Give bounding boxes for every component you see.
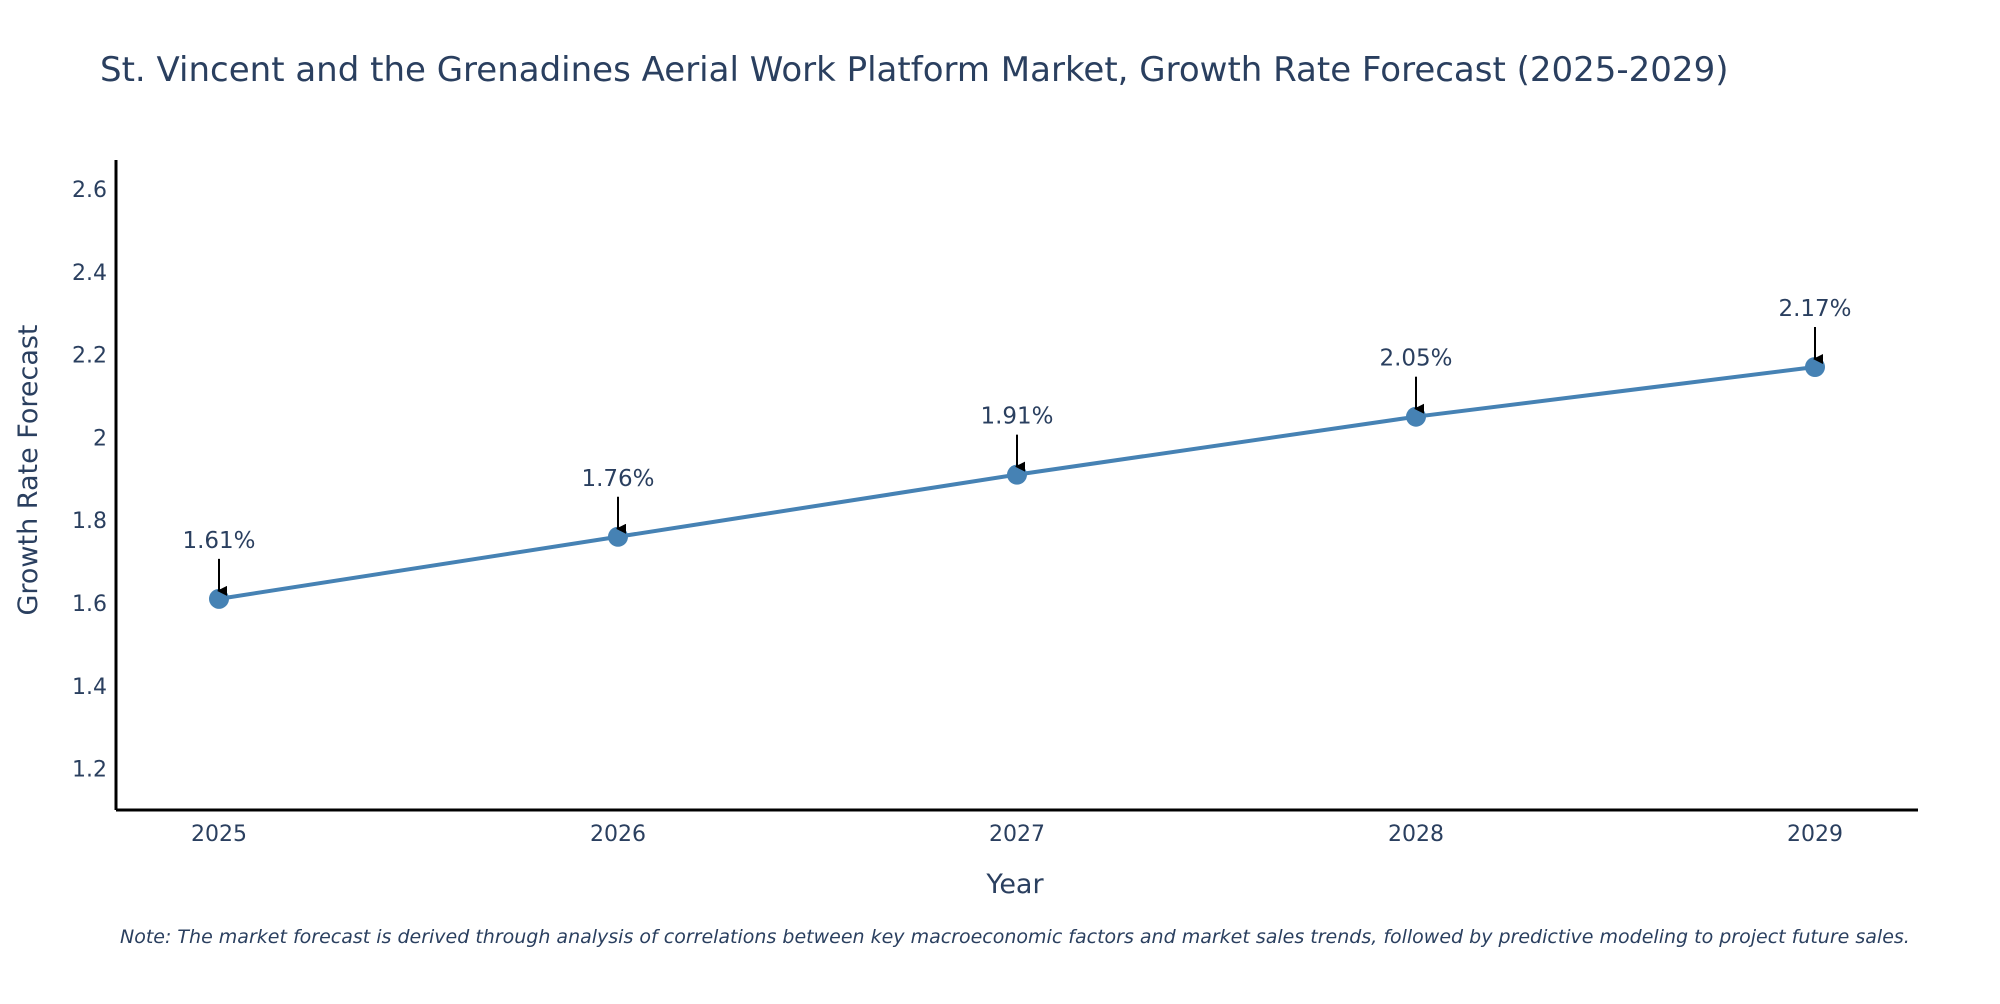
y-tick-label: 2.4 — [72, 261, 107, 286]
x-tick-label: 2029 — [1787, 822, 1843, 847]
x-tick-label: 2025 — [191, 822, 247, 847]
x-axis: 2025 2026 2027 2028 2029 — [116, 808, 1918, 847]
y-tick-label: 2.2 — [72, 344, 107, 369]
x-tick-label: 2028 — [1388, 822, 1444, 847]
data-label: 1.76% — [581, 466, 654, 492]
y-tick-label: 2.6 — [72, 178, 107, 203]
data-point — [1805, 357, 1825, 378]
data-point — [1007, 464, 1027, 485]
data-point — [209, 588, 229, 609]
series-growth-rate: 1.61% 1.76% 1.91% 2.05% 2.17% — [182, 296, 1852, 609]
footnote: Note: The market forecast is derived thr… — [120, 926, 1910, 948]
y-axis-title: Growth Rate Forecast — [13, 324, 44, 615]
data-point — [608, 526, 628, 547]
data-point — [1406, 406, 1426, 427]
y-tick-label: 1.2 — [72, 758, 107, 783]
x-tick-label: 2027 — [989, 822, 1045, 847]
x-tick-label: 2026 — [590, 822, 646, 847]
y-tick-label: 1.8 — [72, 509, 107, 534]
data-label: 2.17% — [1778, 296, 1851, 322]
y-tick-label: 1.4 — [72, 675, 107, 700]
data-label: 1.61% — [182, 528, 255, 554]
chart-title: St. Vincent and the Grenadines Aerial Wo… — [100, 50, 1728, 90]
y-tick-label: 1.6 — [72, 592, 107, 617]
x-axis-title: Year — [985, 869, 1044, 900]
data-label: 2.05% — [1379, 346, 1452, 372]
y-axis: 1.2 1.4 1.6 1.8 2 2.2 2.4 2.6 — [72, 160, 118, 810]
data-label: 1.91% — [980, 404, 1053, 430]
y-tick-label: 2 — [93, 426, 107, 451]
